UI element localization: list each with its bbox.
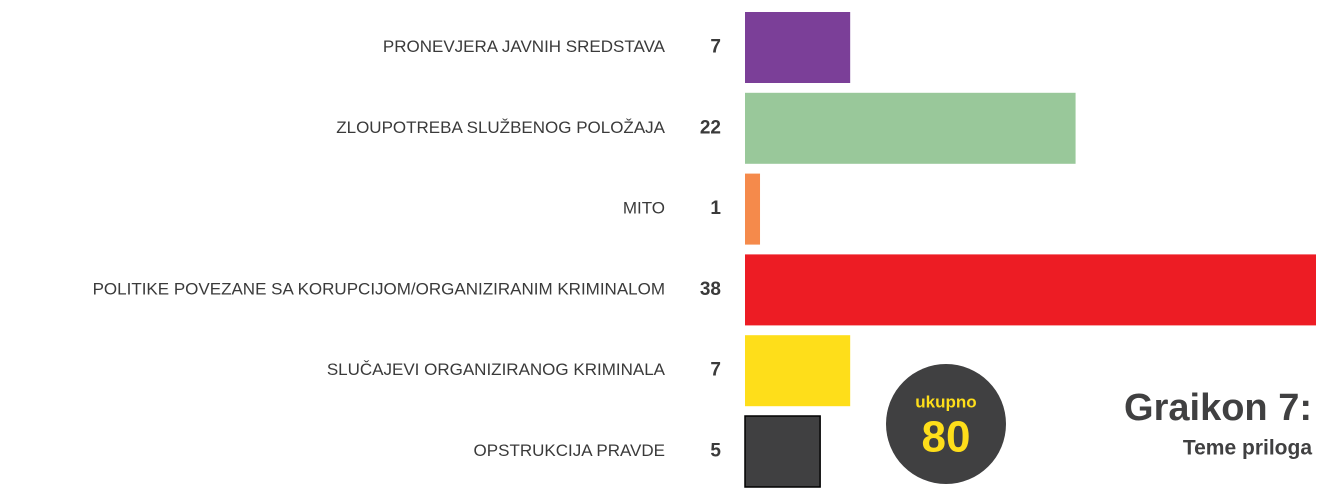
category-label: OPSTRUKCIJA PRAVDE xyxy=(474,441,665,460)
total-badge xyxy=(886,364,1006,484)
category-label: ZLOUPOTREBA SLUŽBENOG POLOŽAJA xyxy=(336,118,665,137)
category-label: MITO xyxy=(623,199,665,218)
category-label: SLUČAJEVI ORGANIZIRANOG KRIMINALA xyxy=(327,360,666,379)
chart-title: Graikon 7: xyxy=(1124,387,1312,429)
value-label: 38 xyxy=(700,279,721,300)
category-label: POLITIKE POVEZANE SA KORUPCIJOM/ORGANIZI… xyxy=(93,279,665,298)
chart-subtitle: Teme priloga xyxy=(1183,437,1312,460)
bar xyxy=(745,254,1316,326)
bar xyxy=(745,335,851,407)
bar xyxy=(745,12,851,83)
value-label: 7 xyxy=(710,37,721,58)
category-label: PRONEVJERA JAVNIH SREDSTAVA xyxy=(383,37,666,56)
value-label: 1 xyxy=(710,198,721,219)
bar xyxy=(745,92,1076,164)
value-label: 7 xyxy=(710,360,721,381)
value-label: 22 xyxy=(700,117,721,138)
total-value: 80 xyxy=(922,413,971,462)
bar xyxy=(744,415,821,488)
total-label: ukupno xyxy=(915,392,976,411)
bar xyxy=(745,173,761,245)
value-label: 5 xyxy=(710,441,721,462)
